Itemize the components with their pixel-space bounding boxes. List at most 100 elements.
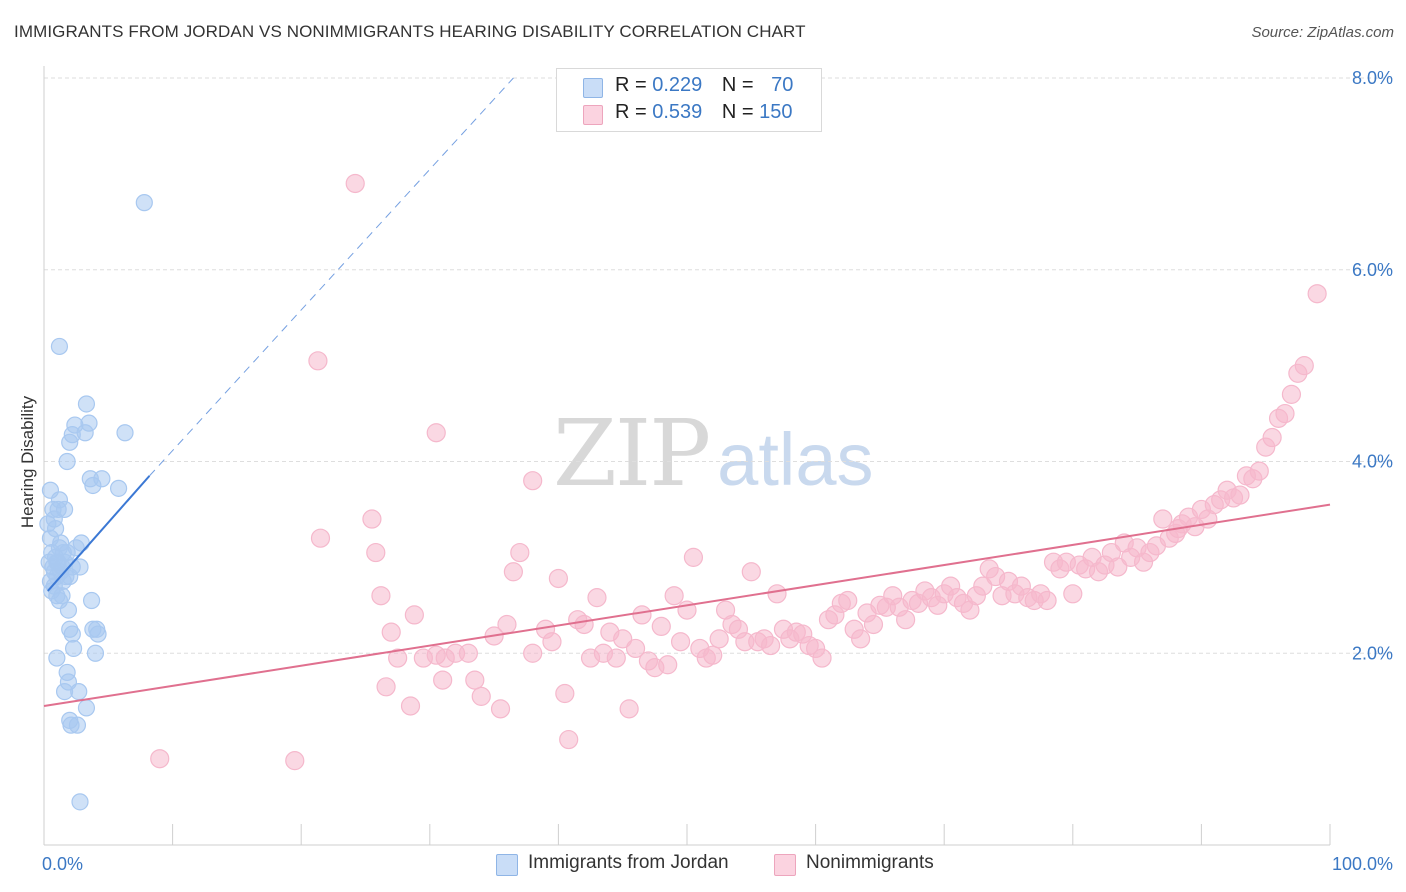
series-0-point-66 [54,572,72,590]
series-1-point-4 [426,423,446,443]
y-tick-label-1: 4.0% [1352,452,1393,472]
legend-swatch-jordan [583,78,603,98]
series-0-point-47 [82,591,101,610]
series-0-point-37 [77,395,96,413]
series-1-point-32 [555,683,575,704]
series-0-point-62 [68,716,87,734]
series-1-point-21 [465,670,485,690]
series-1-point-5 [523,471,543,491]
series-1-point-111 [1063,584,1083,604]
legend-n-label-nonimmigrants: N = [721,101,760,123]
correlation-legend: R = 0.229 N = 70 R = 0.539 N = 150 [556,68,822,132]
series-0-point-67 [72,534,90,552]
series-1-point-147 [1294,356,1314,376]
series-1-point-2 [345,173,365,194]
series-1-point-85 [896,610,916,630]
series-0-point-59 [70,682,88,701]
series-1-point-17 [433,670,453,690]
series-0-point-38 [80,414,98,432]
series-1-point-137 [1230,485,1250,505]
series-1-point-6 [310,528,331,548]
series-1-point-80 [863,614,884,635]
series-1-point-97 [973,576,993,596]
series-0-point-63 [77,699,96,717]
series-0-point-55 [48,649,66,667]
series-0-point-44 [135,194,153,212]
chart-title: IMMIGRANTS FROM JORDAN VS NONIMMIGRANTS … [14,22,806,41]
series-1-point-78 [851,629,871,649]
series-1-point-44 [632,605,652,625]
series-0-point-53 [64,639,83,658]
series-1-point-13 [400,696,421,716]
series-1-point-148 [1307,284,1327,304]
series-1-point-8 [366,542,386,563]
series-0-point-41 [109,479,128,497]
series-1-point-43 [625,638,646,659]
series-1-point-48 [658,655,678,675]
y-tick-label-2: 6.0% [1352,260,1393,280]
series-0-point-69 [45,510,63,528]
series-1-point-49 [664,586,684,606]
series-1-point-65 [767,584,787,604]
series-1-point-76 [838,590,858,611]
series-1-point-26 [503,562,523,582]
series-1-point-42 [619,699,639,719]
series-1-point-12 [388,648,408,668]
series-1-point-3 [308,351,328,371]
series-1-point-64 [760,635,781,656]
series-1-point-40 [606,648,626,668]
series-0-point-68 [50,491,69,509]
series-0-trendline [47,475,151,592]
bottom-legend-swatch-jordan [496,854,518,876]
series-0-point-35 [50,337,69,356]
series-0-point-54 [86,644,105,662]
series-1-point-50 [670,632,691,652]
series-0-points [39,194,153,811]
series-0-point-31 [58,452,76,471]
source-label: Source: ZipAtlas.com [1251,24,1394,41]
series-1-point-30 [542,632,562,652]
series-1-point-10 [376,677,396,697]
series-1-point-35 [574,614,594,635]
series-0-point-46 [59,601,78,619]
series-1-point-47 [651,616,671,637]
series-1-point-118 [1108,557,1128,577]
series-1-point-52 [683,547,704,567]
series-1-point-22 [471,686,491,706]
series-1-point-37 [587,588,607,608]
series-1-point-11 [381,622,401,642]
series-0-point-64 [71,793,89,811]
legend-n-value-jordan: 70 [771,74,794,96]
legend-r-value-jordan: 0.229 [652,74,703,96]
series-1-point-20 [458,643,478,663]
x-tick-label-1: 100.0% [1332,854,1393,874]
series-1-trendline [43,503,1331,707]
series-0-point-43 [93,470,111,488]
series-1-point-14 [404,605,424,625]
y-tick-label-3: 8.0% [1352,68,1393,88]
x-tick-label-0: 0.0% [42,854,83,874]
series-0-point-49 [63,625,81,643]
legend-r-label-nonimmigrants: R = [615,101,653,123]
bottom-legend-swatch-nonimmigrants [774,854,796,876]
series-0-point-28 [71,558,89,576]
series-1-points [150,173,1327,771]
series-1-point-1 [285,751,305,771]
series-1-point-145 [1281,384,1302,404]
series-1-point-61 [741,562,761,582]
series-1-point-55 [703,645,723,665]
series-0-trendline-extension [149,77,514,477]
y-axis-label: Hearing Disability [18,395,37,528]
series-1-point-125 [1153,509,1173,529]
series-1-point-41 [613,629,633,649]
series-1-point-33 [559,729,579,750]
bottom-legend-label-jordan: Immigrants from Jordan [528,852,729,873]
series-0-point-45 [53,587,71,605]
series-1-point-56 [709,629,729,649]
series-1-point-31 [548,568,569,589]
series-1-point-0 [150,749,170,769]
series-1-point-25 [497,614,517,635]
series-1-point-107 [1037,590,1057,611]
series-1-point-144 [1275,403,1295,424]
